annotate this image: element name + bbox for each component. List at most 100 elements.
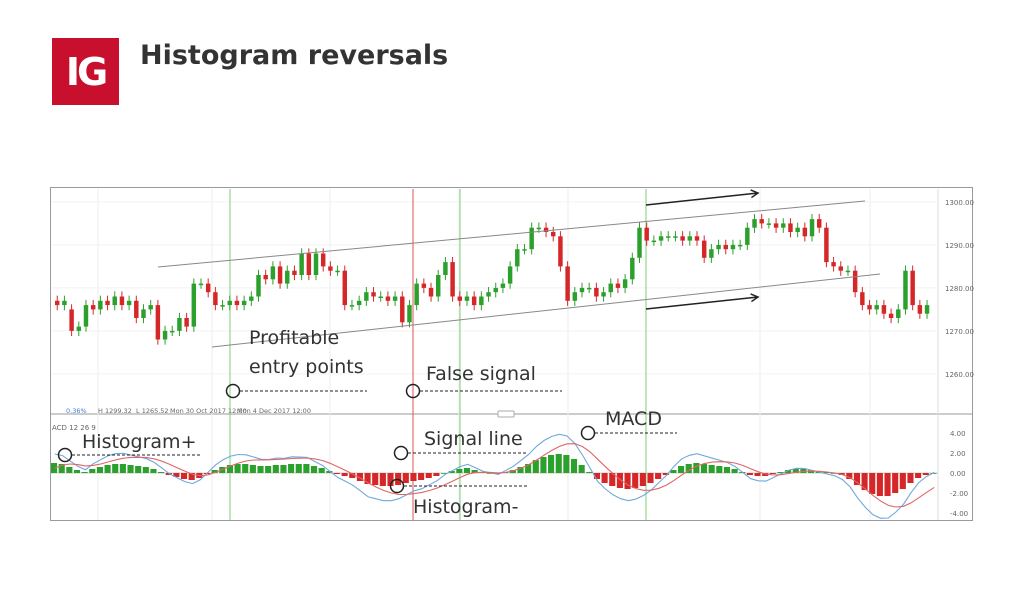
histogram-bar xyxy=(310,466,318,473)
ann-hist-minus-circle xyxy=(389,478,405,494)
histogram-bar xyxy=(226,465,233,473)
ann-histogram-minus: Histogram- xyxy=(413,496,518,518)
signal-line xyxy=(54,443,935,508)
histogram-bar xyxy=(670,470,677,473)
candle-body xyxy=(860,292,865,306)
histogram-bar xyxy=(356,473,363,481)
candle-body xyxy=(356,300,362,306)
ann-profitable-line2: entry points xyxy=(249,356,364,378)
candle-body xyxy=(414,283,419,306)
candle-body xyxy=(392,296,398,301)
info-date-right: Mon 4 Dec 2017 12:00 xyxy=(237,407,311,415)
candle-body xyxy=(263,275,268,280)
candle-body xyxy=(666,236,671,238)
histogram-bar xyxy=(341,473,348,476)
histogram-bar xyxy=(869,473,876,494)
candle-body xyxy=(371,292,376,297)
ann-false-circle xyxy=(405,383,421,399)
histogram-bar xyxy=(563,455,570,473)
histogram-bar xyxy=(548,455,555,473)
histogram-bar xyxy=(731,469,738,473)
histogram-bar xyxy=(66,467,73,473)
candle-body xyxy=(349,305,355,307)
histogram-bar xyxy=(127,465,134,473)
candle-body xyxy=(917,305,923,314)
histogram-bar xyxy=(89,469,96,473)
candle-body xyxy=(888,313,894,318)
ann-false-signal: False signal xyxy=(426,363,536,385)
ann-profitable-circle xyxy=(225,383,241,399)
candle-body xyxy=(328,266,333,271)
candle-body xyxy=(335,270,340,273)
candle-body xyxy=(673,236,678,238)
macd-tick-label: 4.00 xyxy=(950,430,966,438)
histogram-bar xyxy=(295,464,302,473)
histogram-bar xyxy=(899,473,906,489)
ann-signal-line: Signal line xyxy=(424,428,523,450)
histogram-bar xyxy=(555,454,562,473)
histogram-bar xyxy=(150,469,157,473)
candle-body xyxy=(184,318,189,327)
candle-body xyxy=(579,287,585,293)
candle-body xyxy=(701,240,707,258)
ann-hist-plus-circle xyxy=(57,447,73,463)
candle-body xyxy=(500,283,506,288)
candle-body xyxy=(565,266,570,301)
ann-histogram-plus: Histogram+ xyxy=(82,431,196,453)
candle-body xyxy=(256,275,261,297)
candle-body xyxy=(745,227,750,245)
histogram-bar xyxy=(792,469,799,473)
candle-body xyxy=(213,292,218,306)
candle-body xyxy=(191,283,197,327)
candle-body xyxy=(795,227,800,232)
candle-body xyxy=(83,305,89,327)
candle-body xyxy=(651,240,657,243)
histogram-bar xyxy=(303,464,310,473)
histogram-bar xyxy=(647,473,654,483)
candle-body xyxy=(586,287,592,290)
histogram-bar xyxy=(96,467,103,473)
channel-upper-line xyxy=(157,200,866,268)
histogram-bar xyxy=(769,473,776,474)
histogram-bar xyxy=(265,466,272,473)
candle-body xyxy=(558,236,563,267)
histogram-bar xyxy=(280,465,287,473)
candle-body xyxy=(831,262,836,267)
histogram-bar xyxy=(142,467,149,473)
candle-body xyxy=(292,270,297,275)
candle-body xyxy=(155,305,161,340)
candle-body xyxy=(543,227,549,232)
histogram-bar xyxy=(58,464,65,473)
candle-body xyxy=(716,244,721,250)
channel-lower-line xyxy=(211,273,881,348)
histogram-bar xyxy=(51,463,58,473)
histogram-bar xyxy=(257,466,264,473)
macd-tick-label: 2.00 xyxy=(950,450,966,458)
histogram-bar xyxy=(242,464,249,473)
candle-body xyxy=(809,219,815,237)
candle-body xyxy=(428,287,434,297)
candle-body xyxy=(788,223,793,232)
candle-body xyxy=(924,305,930,314)
histogram-bar xyxy=(188,473,195,480)
candle-body xyxy=(105,300,110,306)
candle-body xyxy=(486,292,491,297)
histogram-bar xyxy=(578,465,585,473)
candle-body xyxy=(594,287,599,297)
candle-body xyxy=(637,227,642,258)
histogram-bar xyxy=(777,472,784,473)
candle-body xyxy=(572,292,578,301)
panel-resize-handle xyxy=(497,410,515,418)
histogram-bar xyxy=(410,473,417,481)
info-change: 0.36% xyxy=(66,407,87,415)
candle-body xyxy=(270,266,276,280)
candle-body xyxy=(781,223,786,228)
histogram-bar xyxy=(326,471,333,473)
trend-arrow-upper-head xyxy=(750,189,760,199)
histogram-bar xyxy=(700,464,708,473)
histogram-bar xyxy=(486,473,493,474)
candle-body xyxy=(400,296,405,323)
histogram-bar xyxy=(616,473,623,488)
histogram-bar xyxy=(135,466,142,473)
candle-body xyxy=(306,253,312,275)
